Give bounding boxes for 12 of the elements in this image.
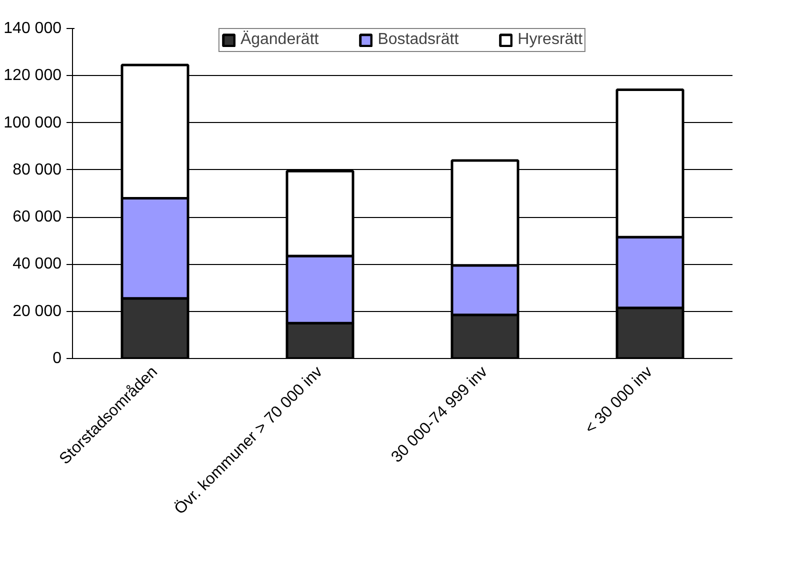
y-tick-label: 120 000 [4,67,62,84]
legend-label: Hyresrätt [518,31,583,49]
legend-label: Bostadsrätt [378,31,459,49]
y-tick-label: 60 000 [12,208,62,226]
y-tick-label: 100 000 [4,114,62,132]
legend-label: Äganderätt [240,31,319,49]
y-tick-label: 40 000 [12,256,62,273]
y-tick-label: 140 000 [4,20,62,37]
x-tick-label: < 30 000 inv [582,363,656,438]
y-tick-label: 80 000 [12,161,62,178]
y-tick-label: 0 [52,350,62,367]
y-tick-label: 20 000 [12,302,62,320]
